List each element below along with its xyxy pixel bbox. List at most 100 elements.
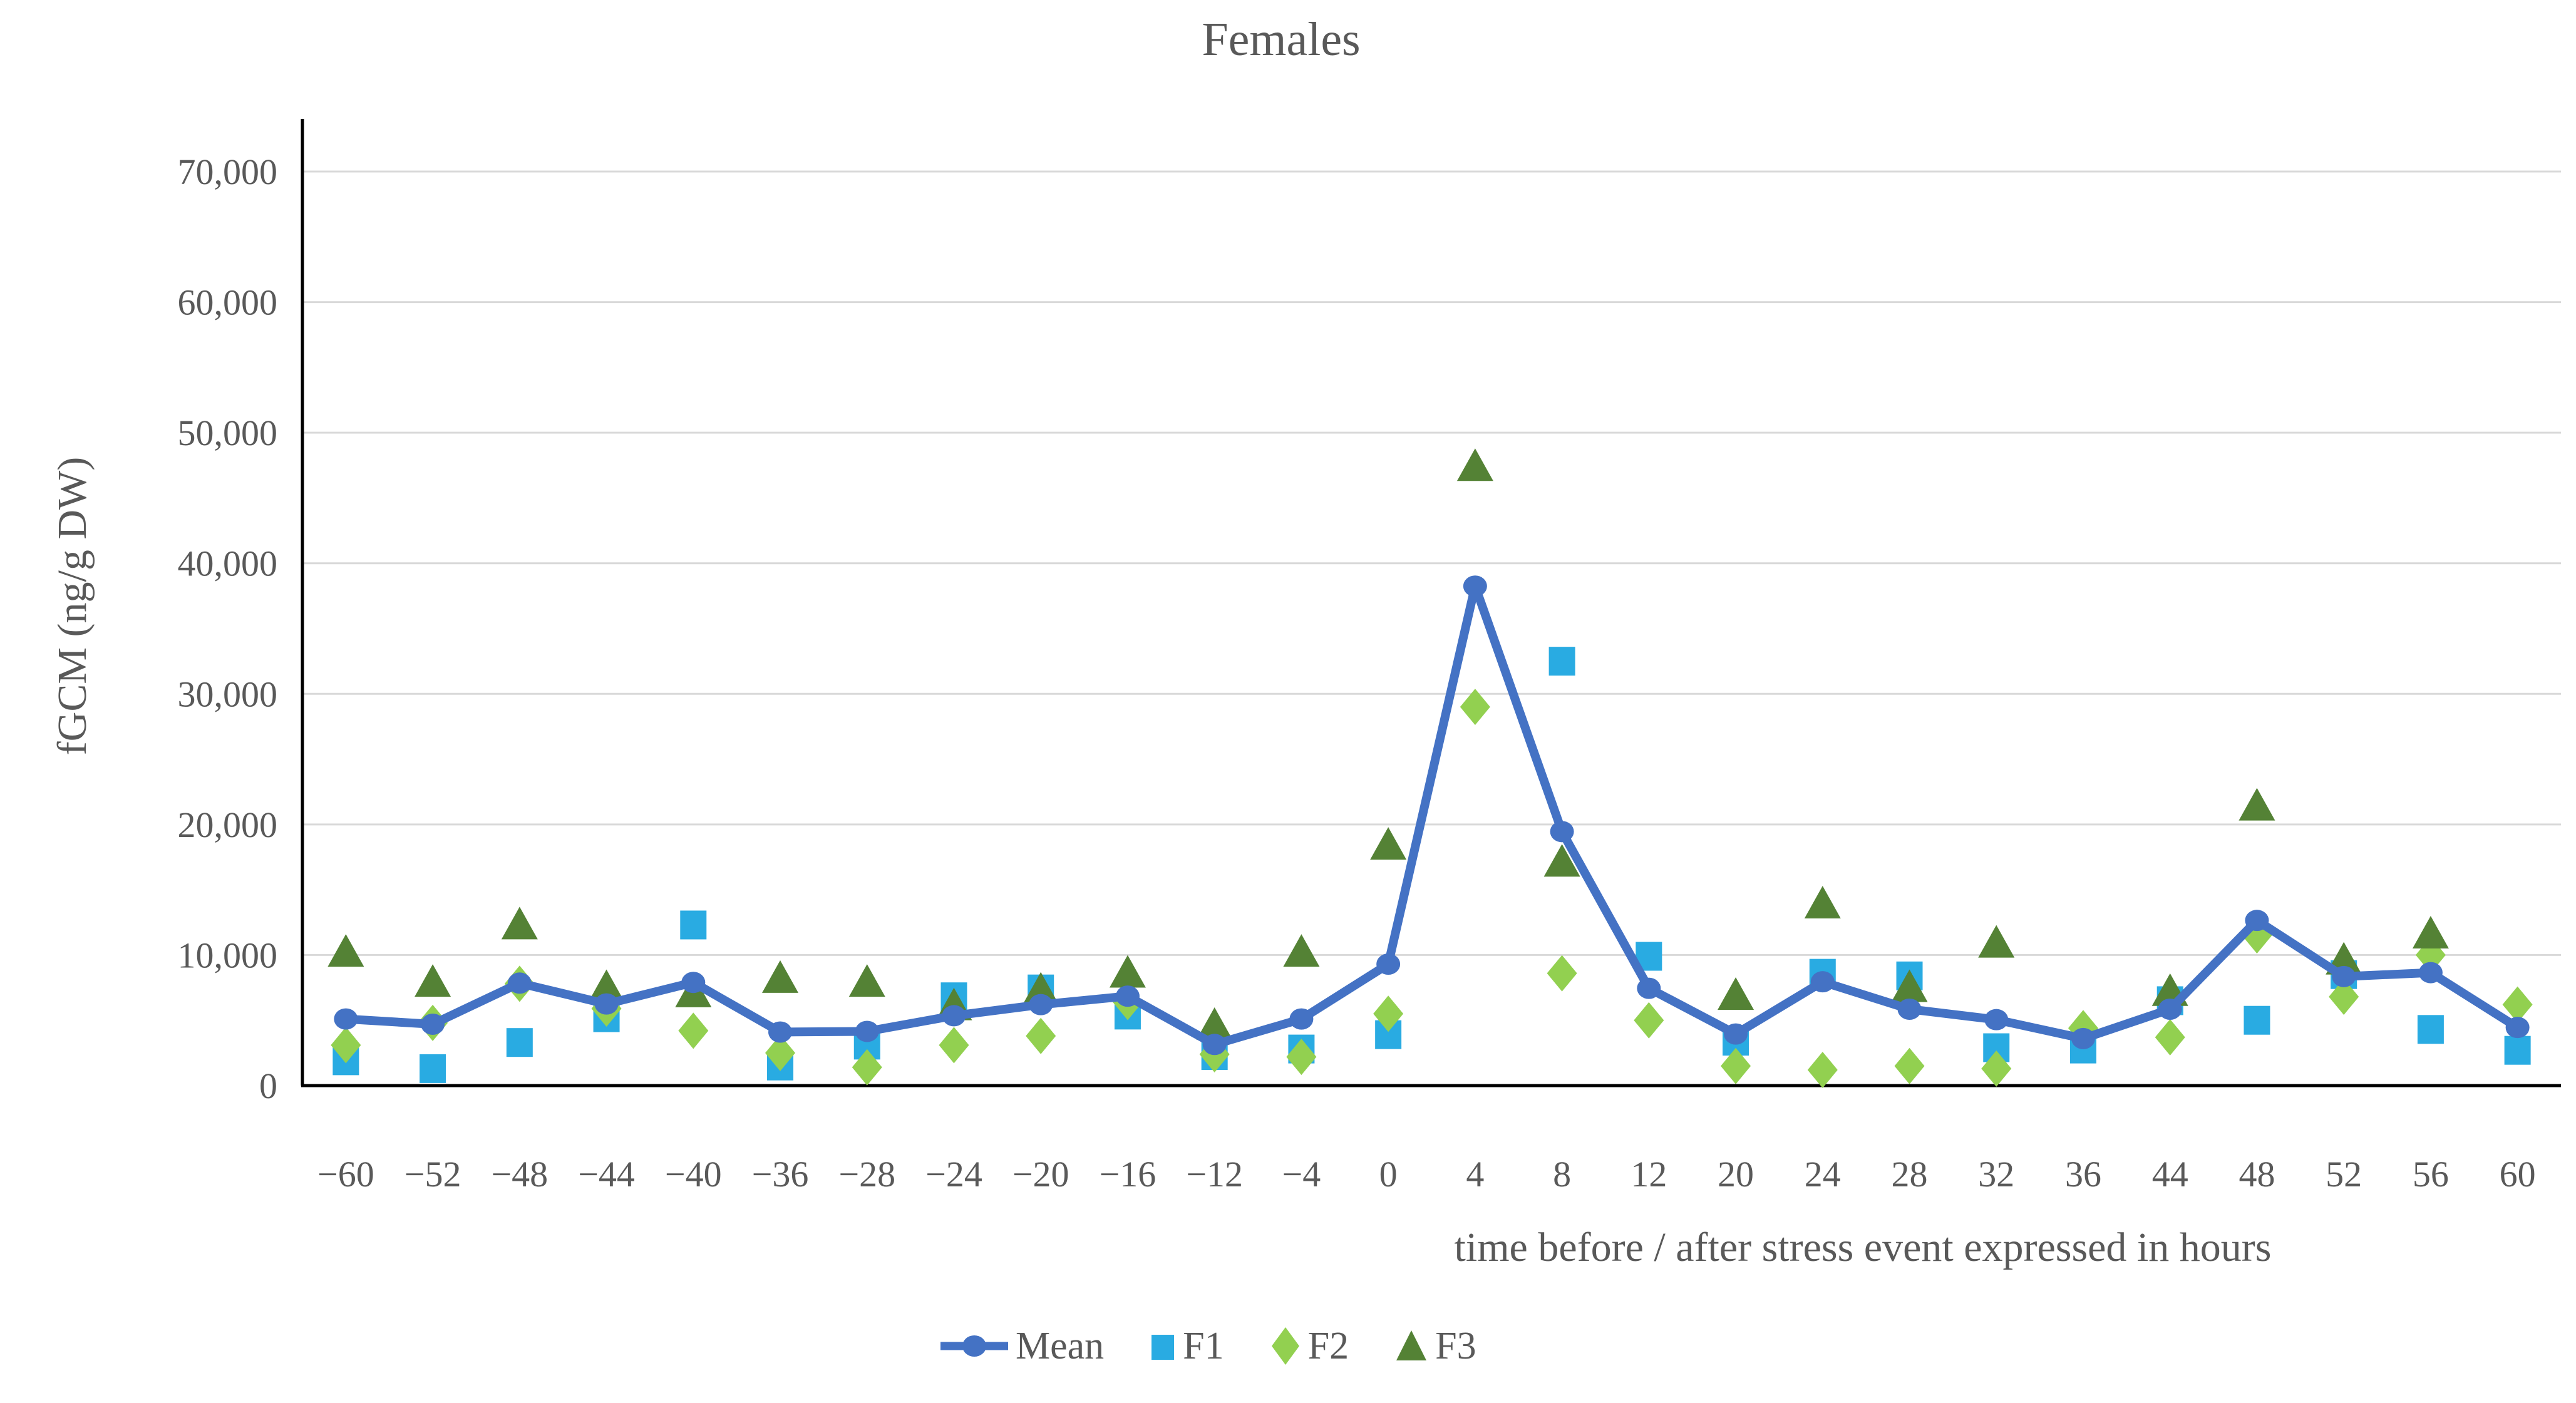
data-point-triangle (1196, 1007, 1233, 1040)
data-point-diamond (1373, 995, 1404, 1032)
data-point-circle (2158, 998, 2182, 1020)
data-point-circle (1289, 1008, 1314, 1030)
data-point-diamond (1634, 1002, 1664, 1039)
data-point-diamond (852, 1049, 882, 1086)
legend-label-mean: Mean (1016, 1324, 1105, 1367)
legend-item-mean: Mean (939, 1324, 1104, 1369)
x-axis-tick-label: 48 (2239, 1154, 2275, 1195)
x-axis-tick-label: 12 (1631, 1154, 1667, 1195)
data-point-circle (1115, 985, 1140, 1007)
data-point-diamond (2155, 1019, 2185, 1056)
data-point-circle (855, 1020, 879, 1042)
data-point-triangle (1543, 844, 1580, 877)
data-point-triangle (2239, 788, 2275, 821)
x-axis-tick-label: 8 (1553, 1154, 1571, 1195)
data-point-circle (1810, 971, 1835, 993)
data-point-diamond (331, 1027, 361, 1064)
data-point-circle (421, 1013, 445, 1035)
x-axis-tick-label: 60 (2500, 1154, 2536, 1195)
x-axis-tick-label: −20 (1012, 1154, 1069, 1195)
data-point-diamond (765, 1034, 796, 1071)
data-point-circle (2245, 910, 2269, 932)
chart-title: Females (1202, 13, 1361, 66)
data-point-circle (1724, 1023, 1748, 1045)
x-axis-tick-label: 0 (1379, 1154, 1398, 1195)
y-axis-tick-label: 0 (259, 1066, 277, 1106)
data-point-circle (1550, 821, 1574, 843)
data-point-diamond (678, 1012, 709, 1049)
y-axis-tick-label: 40,000 (178, 543, 278, 584)
data-point-triangle (1370, 827, 1407, 860)
y-axis-tick-label: 20,000 (178, 804, 278, 845)
data-point-triangle (1023, 972, 1059, 1005)
mean-line-marker-icon (940, 1335, 1008, 1357)
data-point-diamond (1721, 1047, 1751, 1084)
data-point-diamond (2329, 979, 2359, 1015)
data-point-square (2244, 1005, 2270, 1035)
data-point-circle (2418, 962, 2443, 984)
y-axis-tick-label: 50,000 (178, 413, 278, 453)
x-axis-tick-label: 20 (1718, 1154, 1754, 1195)
data-point-triangle (848, 964, 885, 997)
data-point-triangle (2412, 915, 2449, 948)
data-point-square (420, 1054, 446, 1083)
data-point-circle (334, 1008, 358, 1030)
f3-triangle-icon (1396, 1330, 1427, 1360)
y-axis-tick-label: 70,000 (178, 152, 278, 192)
x-axis-tick-label: 36 (2065, 1154, 2101, 1195)
y-axis-tick-label: 60,000 (178, 282, 278, 323)
y-axis-tick-label: 30,000 (178, 674, 278, 714)
data-point-circle (1897, 998, 1922, 1020)
data-point-circle (1029, 994, 1053, 1015)
x-axis-tick-label: 52 (2326, 1154, 2362, 1195)
legend-item-f3: F3 (1394, 1324, 1476, 1369)
data-point-circle (1202, 1034, 1227, 1056)
data-point-triangle (1109, 955, 1146, 988)
data-point-square (1548, 647, 1575, 676)
data-point-triangle (1978, 925, 2015, 958)
data-point-triangle (1891, 969, 1928, 1002)
data-point-diamond (939, 1027, 969, 1064)
x-axis-tick-label: 32 (1978, 1154, 2014, 1195)
legend-item-f1: F1 (1149, 1324, 1224, 1369)
x-axis-tick-label: 44 (2152, 1154, 2188, 1195)
x-axis-tick-label: −44 (578, 1154, 635, 1195)
x-axis-tick-label: 4 (1466, 1154, 1484, 1195)
x-axis-tick-label: 28 (1892, 1154, 1928, 1195)
data-point-circle (2505, 1017, 2530, 1039)
data-point-triangle (501, 907, 538, 940)
data-point-square (506, 1028, 533, 1057)
data-point-circle (768, 1021, 793, 1043)
data-point-square (2417, 1015, 2444, 1044)
legend-label-f3: F3 (1435, 1324, 1476, 1367)
x-axis-title: time before / after stress event express… (1454, 1225, 2272, 1270)
data-point-triangle (588, 969, 625, 1002)
x-axis-tick-label: −52 (404, 1154, 461, 1195)
legend: Mean F1 F2 F3 (939, 1312, 1476, 1380)
data-point-triangle (1804, 886, 1841, 918)
data-point-circle (2332, 965, 2356, 987)
legend-label-f1: F1 (1183, 1324, 1224, 1367)
data-point-diamond (1547, 955, 1577, 992)
x-axis-tick-label: 56 (2413, 1154, 2449, 1195)
x-axis-tick-label: −24 (925, 1154, 982, 1195)
x-axis-tick-label: −40 (665, 1154, 722, 1195)
data-point-circle (1376, 953, 1401, 975)
data-point-diamond (1807, 1051, 1838, 1088)
x-axis-tick-label: −60 (317, 1154, 374, 1195)
mean-line (341, 582, 2522, 1049)
data-point-triangle (1456, 448, 1493, 481)
x-axis-tick-label: −16 (1100, 1154, 1157, 1195)
data-point-square (680, 910, 707, 940)
x-axis-tick-label: −28 (838, 1154, 895, 1195)
data-point-diamond (1981, 1050, 2012, 1087)
data-point-circle (681, 972, 706, 994)
legend-item-f2: F2 (1269, 1322, 1349, 1370)
data-point-diamond (2502, 986, 2533, 1023)
data-point-triangle (415, 964, 451, 997)
data-point-triangle (762, 960, 799, 993)
data-point-circle (594, 993, 619, 1015)
data-point-circle (1463, 575, 1487, 597)
